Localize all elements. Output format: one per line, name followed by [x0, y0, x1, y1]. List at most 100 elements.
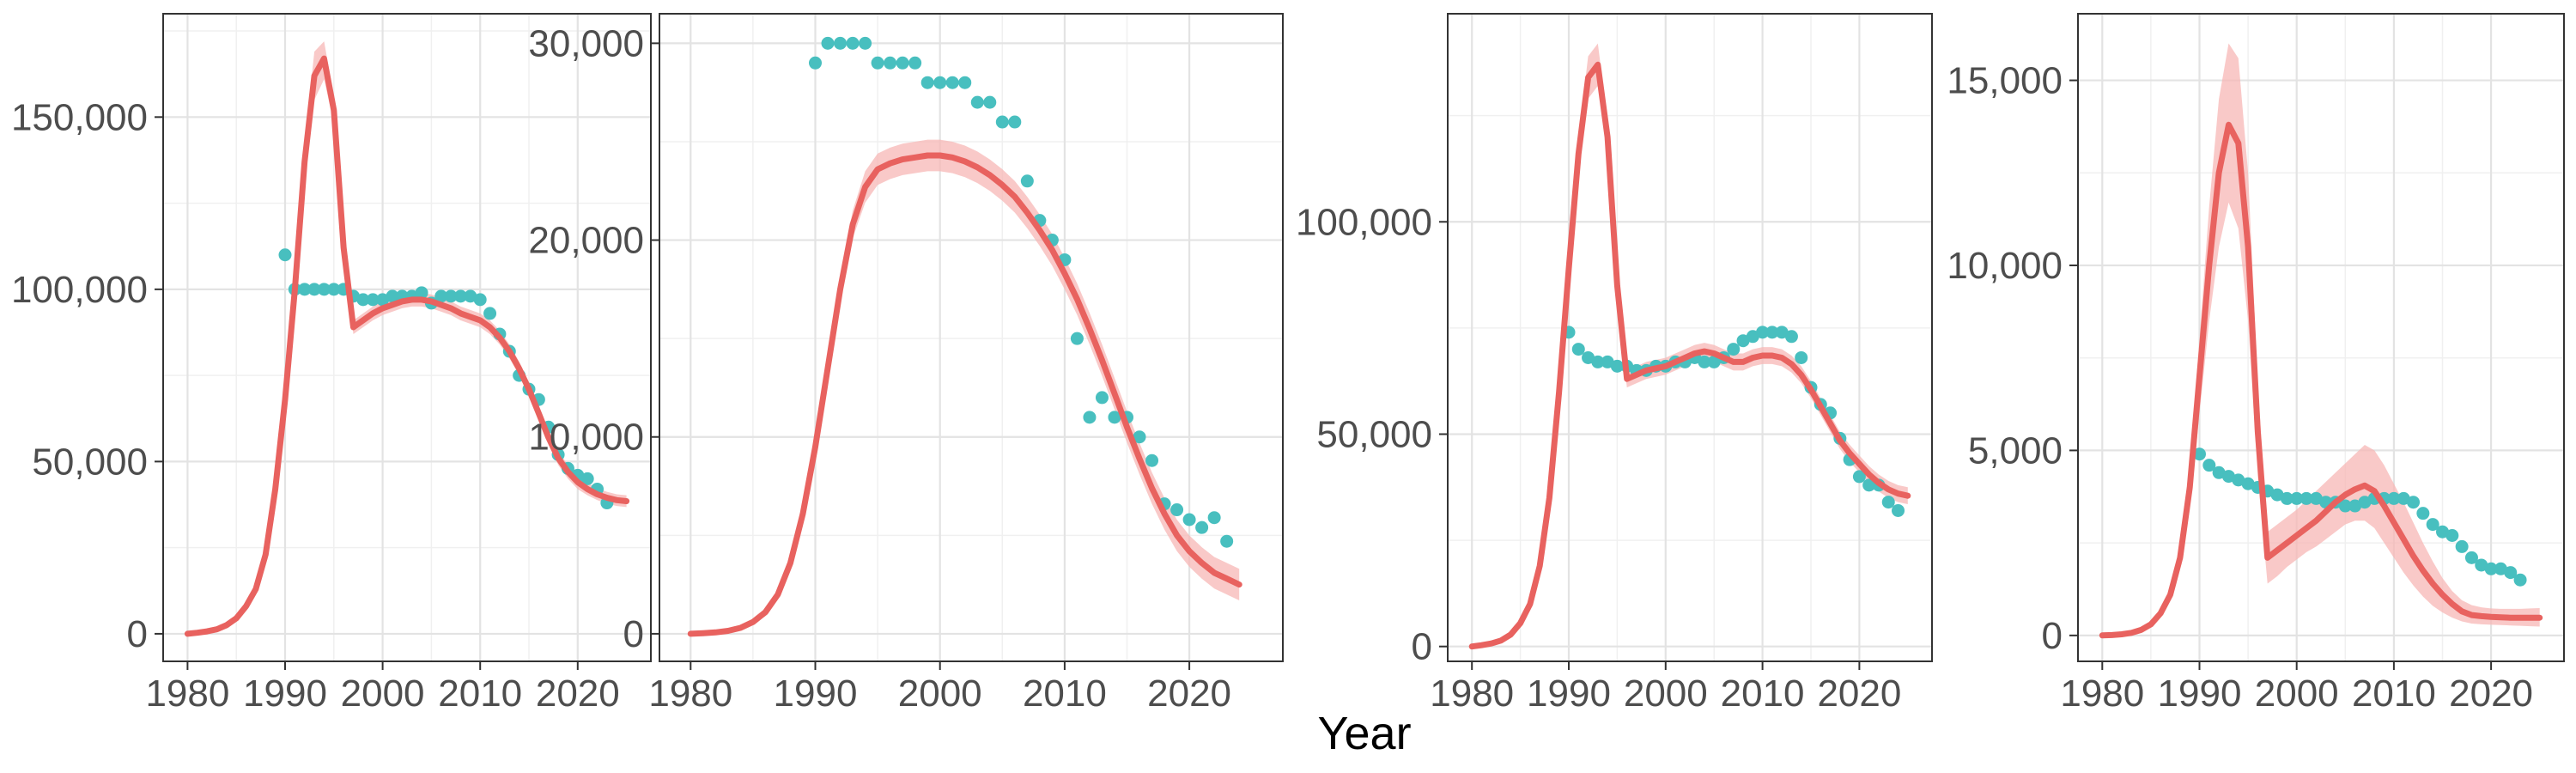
observed-point: [434, 289, 448, 303]
observed-point: [356, 293, 370, 307]
observed-point: [1862, 478, 1876, 492]
observed-point: [1698, 355, 1711, 368]
observed-point: [2212, 466, 2226, 479]
panel-background: [2078, 14, 2564, 661]
observed-point: [444, 289, 458, 303]
observed-point: [920, 76, 934, 89]
observed-point: [896, 56, 909, 70]
observed-point: [483, 307, 497, 320]
observed-point: [1170, 503, 1184, 517]
observed-point: [846, 36, 860, 50]
panel-background: [1448, 14, 1932, 661]
observed-point: [366, 293, 380, 307]
x-tick-label: 1980: [648, 673, 732, 715]
observed-point: [2436, 525, 2449, 539]
observed-point: [1133, 430, 1146, 444]
observed-point: [1207, 511, 1221, 525]
x-tick-label: 2020: [1817, 673, 1901, 715]
observed-point: [473, 293, 487, 307]
x-axis-title: Year: [1317, 708, 1411, 759]
y-tick-label: 30,000: [528, 22, 644, 64]
observed-point: [1610, 359, 1624, 373]
observed-point: [2416, 507, 2430, 520]
observed-point: [2232, 473, 2245, 487]
observed-point: [1008, 115, 1022, 129]
observed-point: [386, 289, 399, 303]
observed-point: [995, 115, 1009, 129]
observed-point: [1195, 520, 1209, 534]
observed-point: [1020, 174, 1034, 188]
observed-point: [580, 472, 594, 485]
x-tick-label: 2010: [1721, 673, 1805, 715]
observed-point: [1145, 453, 1159, 467]
observed-point: [2338, 499, 2352, 513]
observed-point: [1736, 334, 1750, 348]
panel-3: 1980 1990 2000 2010 2020 0 50,000 100,000: [1296, 13, 1933, 715]
observed-point: [1220, 534, 1234, 548]
panel-4: 1980 1990 2000 2010 2020 0 5,000 10,000 15,000: [1947, 13, 2565, 715]
y-tick-label: 100,000: [1296, 201, 1432, 243]
observed-point: [415, 286, 428, 300]
y-tick-label: 15,000: [1947, 60, 2063, 102]
observed-point: [464, 289, 477, 303]
observed-point: [453, 289, 467, 303]
x-tick-label: 2000: [1624, 673, 1708, 715]
model-line: [1468, 61, 1911, 650]
observed-point: [983, 95, 997, 109]
observed-point: [2270, 488, 2284, 502]
x-tick-label: 2000: [2255, 673, 2339, 715]
observed-point: [2241, 477, 2255, 490]
observed-point: [958, 76, 972, 89]
observed-point: [2445, 529, 2459, 543]
x-tick-label: 1980: [1430, 673, 1514, 715]
observed-point: [1083, 411, 1097, 424]
observed-point: [1571, 343, 1585, 356]
x-tick-label: 2020: [2449, 673, 2533, 715]
x-tick-label: 1990: [1527, 673, 1611, 715]
observed-point: [1746, 330, 1759, 344]
x-tick-label: 1990: [2158, 673, 2242, 715]
observed-point: [1784, 330, 1798, 344]
observed-point: [884, 56, 897, 70]
panel-background: [163, 14, 651, 661]
y-tick-label: 0: [1412, 626, 1432, 668]
observed-point: [1108, 411, 1121, 424]
observed-point: [2513, 573, 2527, 587]
observed-point: [2193, 447, 2206, 461]
observed-point: [809, 56, 822, 70]
observed-point: [1095, 391, 1109, 405]
observed-point: [1582, 350, 1595, 364]
y-tick-label: 10,000: [528, 417, 644, 459]
observed-point: [1756, 326, 1770, 339]
observed-point: [1765, 326, 1779, 339]
observed-point: [1707, 355, 1721, 368]
observed-point: [2358, 496, 2372, 509]
observed-point: [1881, 496, 1895, 509]
observed-point: [2300, 491, 2313, 505]
model-line: [687, 152, 1242, 637]
observed-point: [1070, 332, 1084, 345]
observed-point: [327, 283, 341, 296]
observed-point: [2475, 558, 2488, 572]
observed-point: [2348, 499, 2362, 513]
x-tick-label: 2020: [536, 673, 620, 715]
x-tick-label: 1980: [2060, 673, 2144, 715]
x-tick-label: 2010: [2352, 673, 2436, 715]
observed-point: [859, 36, 872, 50]
panel-border: [1447, 13, 1933, 662]
observed-point: [970, 95, 984, 109]
panels: 1980 1990 2000 2010 2020 0 50,000 100,000 150,00…: [11, 13, 2565, 715]
model-line: [2099, 121, 2543, 639]
x-tick-label: 2000: [898, 673, 982, 715]
panel-border: [162, 13, 652, 662]
y-tick-label: 10,000: [1947, 245, 2063, 287]
y-tick-label: 50,000: [32, 441, 148, 483]
panel-border: [659, 13, 1284, 662]
observed-point: [2426, 518, 2439, 532]
y-tick-label: 50,000: [1316, 413, 1432, 455]
y-tick-label: 5,000: [1968, 429, 2063, 472]
observed-point: [1795, 350, 1808, 364]
y-tick-label: 150,000: [11, 96, 148, 138]
observed-point: [278, 248, 292, 262]
